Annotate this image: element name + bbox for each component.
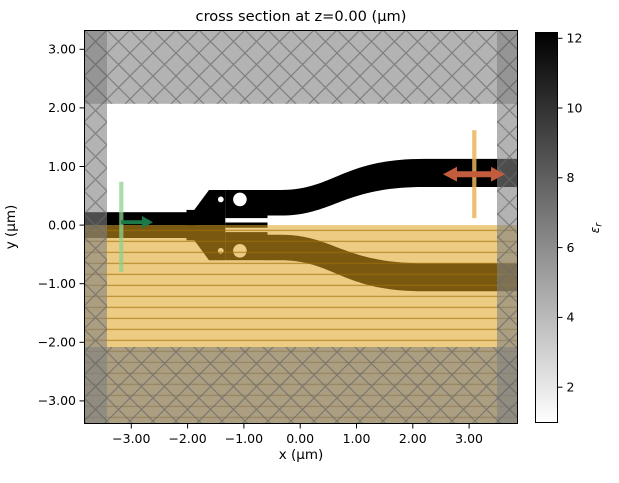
colorbar-frame (535, 32, 558, 423)
axes-frame (84, 30, 518, 424)
x-axis-ticks (130, 424, 470, 429)
plot-title: cross section at z=0.00 (μm) (196, 8, 407, 25)
x-axis-label: x (μm) (279, 447, 324, 463)
x-tick-label: 1.00 (343, 431, 371, 446)
colorbar: 12 10 8 6 4 2 εr (535, 31, 605, 423)
x-tick-label: −1.00 (225, 431, 263, 446)
pml-region-left (84, 30, 107, 424)
pml-region-top (84, 30, 518, 104)
x-tick-label: −3.00 (112, 431, 150, 446)
source-plane-line (119, 181, 124, 272)
x-tick-label: 0.00 (286, 431, 314, 446)
y-tick-label: 1.00 (48, 159, 76, 174)
colorbar-tick-label: 10 (567, 100, 583, 115)
source-direction-arrow-icon (121, 216, 153, 229)
y-tick-label: −1.00 (38, 276, 76, 291)
y-tick-label: 2.00 (48, 100, 76, 115)
y-tick-label: 3.00 (48, 42, 76, 57)
colorbar-tick-label: 8 (567, 170, 575, 185)
pml-region-right (497, 30, 518, 424)
plot-area: −3.00 −2.00 −1.00 0.00 1.00 2.00 3.00 3.… (38, 30, 518, 446)
colorbar-tick-label: 4 (567, 310, 575, 325)
monitor-double-arrow-icon (443, 166, 505, 182)
colorbar-label: εr (588, 222, 605, 234)
y-tick-label: −3.00 (38, 393, 76, 408)
colorbar-tick-label: 12 (567, 31, 583, 46)
y-tick-label: 0.00 (48, 217, 76, 232)
x-tick-label: −2.00 (168, 431, 206, 446)
x-tick-label: 2.00 (399, 431, 427, 446)
y-tick-label: −2.00 (38, 335, 76, 350)
colorbar-tick-label: 2 (567, 380, 575, 395)
x-tick-label: 3.00 (455, 431, 483, 446)
y-axis-label: y (μm) (3, 205, 19, 250)
colorbar-tick-label: 6 (567, 240, 575, 255)
colorbar-ticks (558, 37, 563, 388)
y-axis-ticks (79, 48, 84, 402)
colorbar-gradient (535, 32, 558, 423)
pml-region-bottom (84, 347, 518, 424)
